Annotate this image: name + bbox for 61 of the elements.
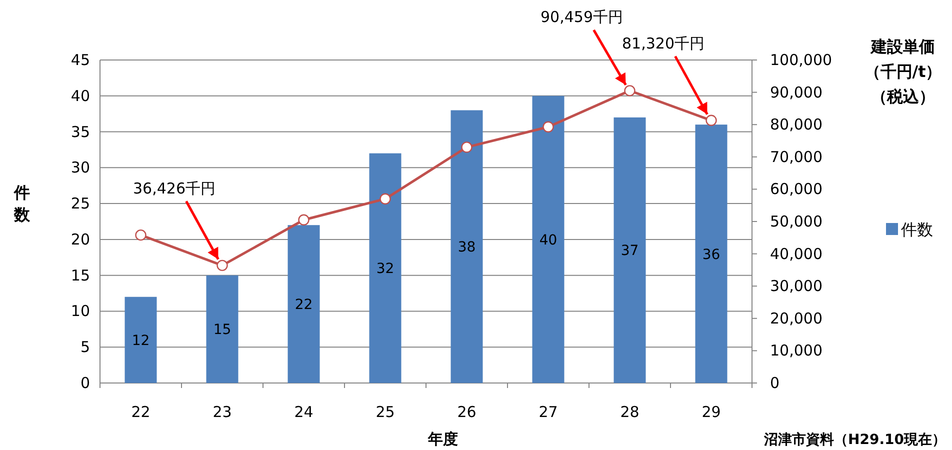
- x-tick-label: 27: [538, 403, 558, 421]
- point: [135, 229, 146, 241]
- y-tick-label: 0: [80, 374, 90, 392]
- bar: [124, 296, 157, 383]
- point: [298, 214, 310, 226]
- y2-tick-label: 50,000: [770, 212, 822, 230]
- point: [461, 142, 472, 153]
- point: [706, 114, 717, 126]
- y-tick-label: 35: [70, 122, 90, 141]
- data-label: 38: [458, 240, 476, 256]
- y-tick-label: 25: [70, 194, 90, 213]
- data-label: 36: [702, 246, 720, 263]
- data-label: 37: [620, 243, 639, 260]
- y-tick-label: 45: [70, 51, 90, 69]
- legend-label: 件数: [901, 220, 933, 239]
- y-tick-label: 40: [70, 86, 90, 105]
- bar: [206, 275, 238, 383]
- y2-tick-label: 0: [770, 374, 780, 392]
- y2-tick-label: 80,000: [770, 116, 822, 134]
- point: [624, 85, 636, 96]
- point: [380, 193, 391, 204]
- x-tick-label: 22: [131, 403, 150, 421]
- y-tick-label: 5: [80, 338, 90, 356]
- y2-tick-label: 30,000: [770, 277, 822, 296]
- x-tick-label: 29: [702, 403, 721, 421]
- bar: [532, 96, 564, 383]
- y-tick-label: 20: [70, 230, 90, 248]
- y2-tick-label: 20,000: [770, 309, 822, 328]
- x-axis-title: 年度: [427, 430, 458, 448]
- data-label: 32: [376, 261, 394, 278]
- x-tick-label: 28: [620, 403, 640, 421]
- point: [216, 260, 228, 272]
- annotation: 90,459千円: [540, 8, 623, 26]
- y2-tick-label: 40,000: [770, 244, 822, 263]
- data-label: 15: [213, 322, 232, 338]
- bar: [450, 110, 483, 383]
- y2-tick-label: 90,000: [770, 83, 822, 102]
- bar: [614, 117, 646, 383]
- bar: [369, 153, 402, 383]
- bar: [288, 225, 320, 383]
- y2-tick-label: 70,000: [770, 148, 822, 166]
- text: 沼津市資料（H29.10現在）: [763, 431, 946, 448]
- point: [542, 121, 554, 132]
- x-tick-label: 26: [457, 403, 476, 421]
- y-tick-label: 15: [70, 266, 90, 284]
- x-tick-label: 24: [294, 403, 314, 421]
- y2-tick-label: 10,000: [770, 342, 822, 360]
- y-axis-title: 件数: [13, 183, 31, 224]
- annotation: 81,320千円: [622, 34, 704, 52]
- data-label: 22: [294, 297, 313, 314]
- y2-tick-label: 60,000: [770, 180, 822, 198]
- annotation: 36,426千円: [133, 179, 216, 198]
- y2-axis-title: 建設単価（千円/t）（税込）: [864, 37, 942, 106]
- x-tick-label: 25: [376, 403, 395, 421]
- y-tick-label: 10: [70, 302, 90, 320]
- data-label: 40: [539, 232, 558, 248]
- data-label: 12: [132, 332, 150, 349]
- bar: [695, 124, 728, 383]
- x-tick-label: 23: [212, 403, 232, 421]
- y-tick-label: 30: [70, 158, 90, 177]
- y2-tick-label: 100,000: [770, 51, 832, 69]
